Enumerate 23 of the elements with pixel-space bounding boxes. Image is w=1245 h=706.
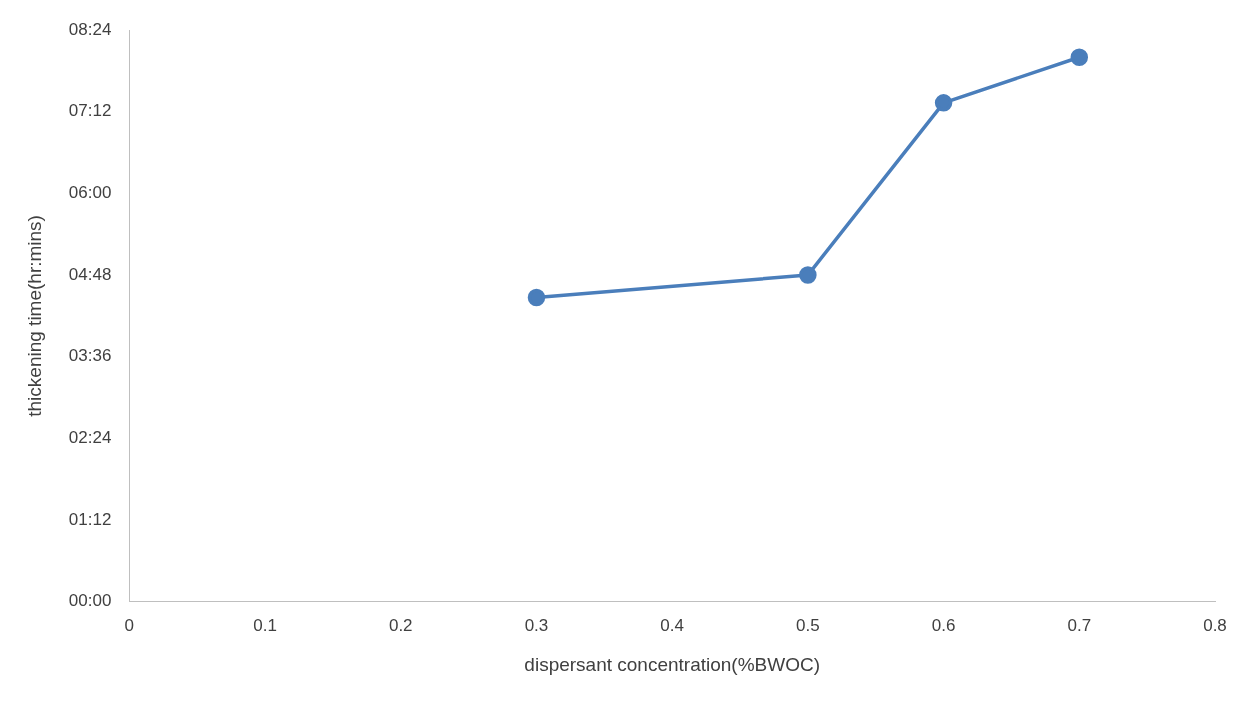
x-tick-label: 0.4 [660,615,684,635]
y-tick-label: 08:24 [68,19,112,39]
x-tick-label: 0.5 [796,615,820,635]
x-tick-label: 0.6 [931,615,956,635]
x-tick-label: 0.1 [253,615,277,635]
y-tick-label: 00:00 [68,591,112,611]
point [527,288,546,307]
y-tick-label: 01:12 [68,509,112,529]
x-tick-label: 0.3 [524,615,549,635]
y-axis-title: thickening time(hr:mins) [23,215,45,417]
x-tick-label: 0.7 [1067,615,1092,635]
y-tick-label: 02:24 [68,428,112,448]
x-tick-label: 0 [124,615,135,635]
point [934,94,953,112]
point [799,266,817,284]
y-tick-label: 07:12 [68,101,112,121]
y-tick-label: 06:00 [68,183,112,203]
y-tick-label: 04:48 [68,264,112,284]
y-tick-label: 03:36 [68,346,112,366]
x-tick-label: 0.8 [1203,615,1227,635]
x-tick-label: 0.2 [388,615,413,635]
x-axis-title: dispersant concentration(%BWOC) [524,653,821,675]
point [1070,48,1089,66]
